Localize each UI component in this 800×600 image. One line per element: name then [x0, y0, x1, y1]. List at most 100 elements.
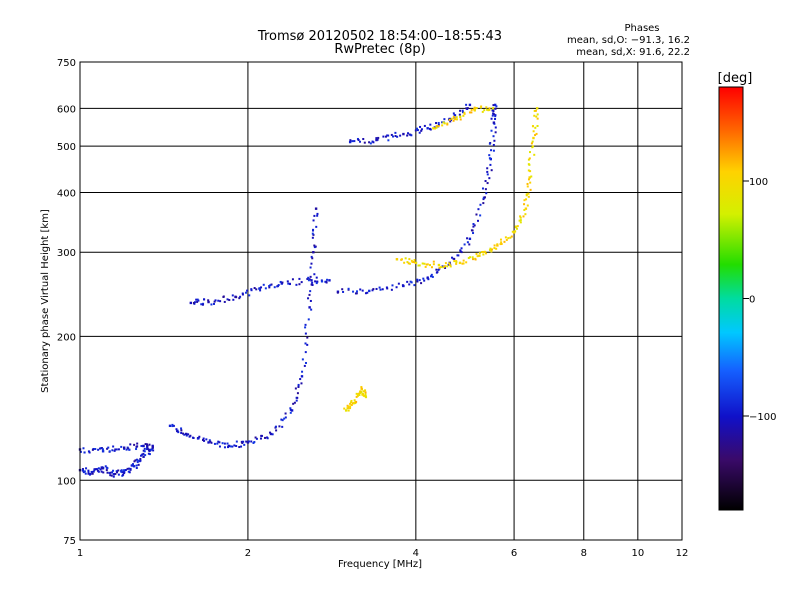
data-point [314, 207, 318, 210]
data-point [97, 470, 100, 473]
data-point [441, 124, 444, 127]
data-point [535, 132, 538, 135]
data-point [240, 445, 243, 448]
data-point [441, 265, 444, 268]
data-point [375, 137, 378, 140]
data-point [476, 255, 479, 258]
colorbar-tick-label: −100 [749, 412, 776, 423]
data-point [311, 232, 314, 235]
data-point [480, 105, 483, 108]
data-point [106, 471, 109, 474]
data-point [426, 127, 429, 130]
data-point [262, 283, 265, 286]
data-point [352, 290, 355, 293]
data-point [242, 440, 245, 443]
data-point [144, 443, 147, 446]
data-point [494, 126, 497, 129]
data-point [419, 125, 422, 128]
x-tick-label: 1 [77, 548, 83, 559]
data-point [492, 143, 495, 146]
data-point [294, 387, 297, 390]
data-point [347, 287, 350, 290]
data-point [510, 235, 513, 238]
data-point [137, 463, 140, 466]
data-point [132, 465, 136, 468]
data-point [131, 463, 134, 466]
data-point [483, 250, 486, 253]
data-point [311, 257, 314, 260]
data-point [112, 445, 115, 448]
data-point [493, 139, 496, 142]
data-point [406, 280, 409, 283]
data-point [410, 281, 413, 284]
data-point [356, 137, 359, 140]
data-point [496, 243, 499, 246]
data-point [231, 294, 234, 297]
data-point [423, 279, 426, 282]
data-point [448, 118, 451, 121]
data-point [446, 265, 449, 268]
data-point [87, 471, 90, 474]
data-point [106, 447, 109, 450]
data-point [424, 265, 427, 268]
data-point [435, 126, 438, 129]
data-point [292, 402, 295, 405]
data-point [311, 281, 314, 284]
data-point [212, 302, 215, 305]
data-point [307, 276, 310, 279]
data-point [120, 470, 123, 473]
data-point [392, 135, 395, 138]
data-point [473, 106, 476, 109]
data-point [444, 262, 447, 265]
data-point [536, 113, 539, 116]
data-point [350, 401, 353, 404]
data-point [110, 471, 113, 474]
data-point [101, 450, 105, 453]
data-point [277, 284, 280, 287]
data-point [532, 130, 535, 133]
data-point [250, 440, 253, 443]
data-point [420, 282, 423, 285]
data-point [203, 439, 206, 442]
data-point [227, 444, 231, 448]
y-axis-label: Stationary phase Virtual Height [km] [40, 209, 51, 393]
data-point [208, 439, 211, 442]
data-point [529, 188, 532, 191]
data-point [281, 425, 284, 428]
data-point [494, 117, 497, 120]
data-point [288, 282, 291, 285]
data-point [194, 301, 197, 304]
data-point [479, 214, 482, 217]
data-point [276, 285, 279, 288]
data-point [223, 446, 226, 449]
data-point [426, 263, 429, 266]
data-point [246, 441, 250, 444]
data-point [143, 447, 146, 450]
data-point [134, 459, 137, 462]
data-point [176, 430, 179, 433]
data-point [494, 131, 497, 134]
data-point [460, 251, 463, 254]
data-point [394, 135, 397, 138]
data-point [390, 133, 393, 136]
data-point [201, 439, 204, 442]
data-point [123, 447, 126, 450]
data-point [411, 261, 414, 264]
data-point [346, 407, 349, 410]
data-point [484, 188, 487, 191]
data-point [408, 262, 411, 265]
data-point [414, 129, 417, 132]
data-point [320, 279, 323, 282]
data-point [357, 393, 360, 396]
data-point [492, 112, 495, 115]
data-point [147, 452, 150, 455]
data-point [535, 107, 539, 110]
data-point [441, 121, 444, 124]
data-point [324, 280, 327, 283]
data-point [107, 446, 110, 449]
data-point [297, 383, 300, 386]
plot-frame [79, 61, 683, 541]
data-point [231, 445, 234, 448]
data-point [413, 284, 416, 287]
data-point [139, 459, 142, 462]
